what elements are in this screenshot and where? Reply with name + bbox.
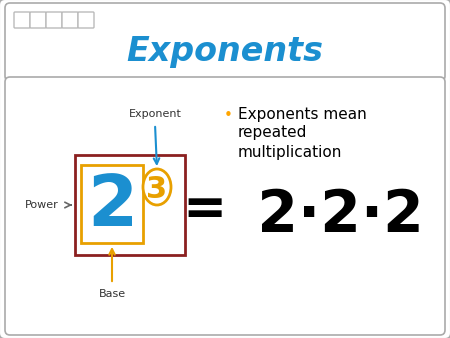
FancyBboxPatch shape xyxy=(30,12,46,28)
FancyBboxPatch shape xyxy=(75,155,185,255)
Text: Exponents mean: Exponents mean xyxy=(238,106,367,121)
Text: multiplication: multiplication xyxy=(238,145,342,160)
Text: Base: Base xyxy=(99,289,126,299)
FancyBboxPatch shape xyxy=(78,12,94,28)
Text: 2: 2 xyxy=(87,172,137,241)
Text: Power: Power xyxy=(25,200,59,210)
Text: Exponents: Exponents xyxy=(126,35,324,69)
FancyBboxPatch shape xyxy=(81,165,143,243)
Ellipse shape xyxy=(143,169,171,205)
Text: 2·2·2: 2·2·2 xyxy=(237,187,423,243)
FancyBboxPatch shape xyxy=(46,12,62,28)
FancyBboxPatch shape xyxy=(5,3,445,81)
Text: •: • xyxy=(224,108,233,123)
Text: =: = xyxy=(183,184,227,236)
Text: Exponent: Exponent xyxy=(129,109,181,119)
Text: repeated: repeated xyxy=(238,125,307,141)
Text: 3: 3 xyxy=(146,174,167,203)
FancyBboxPatch shape xyxy=(14,12,30,28)
FancyBboxPatch shape xyxy=(5,77,445,335)
FancyBboxPatch shape xyxy=(62,12,78,28)
